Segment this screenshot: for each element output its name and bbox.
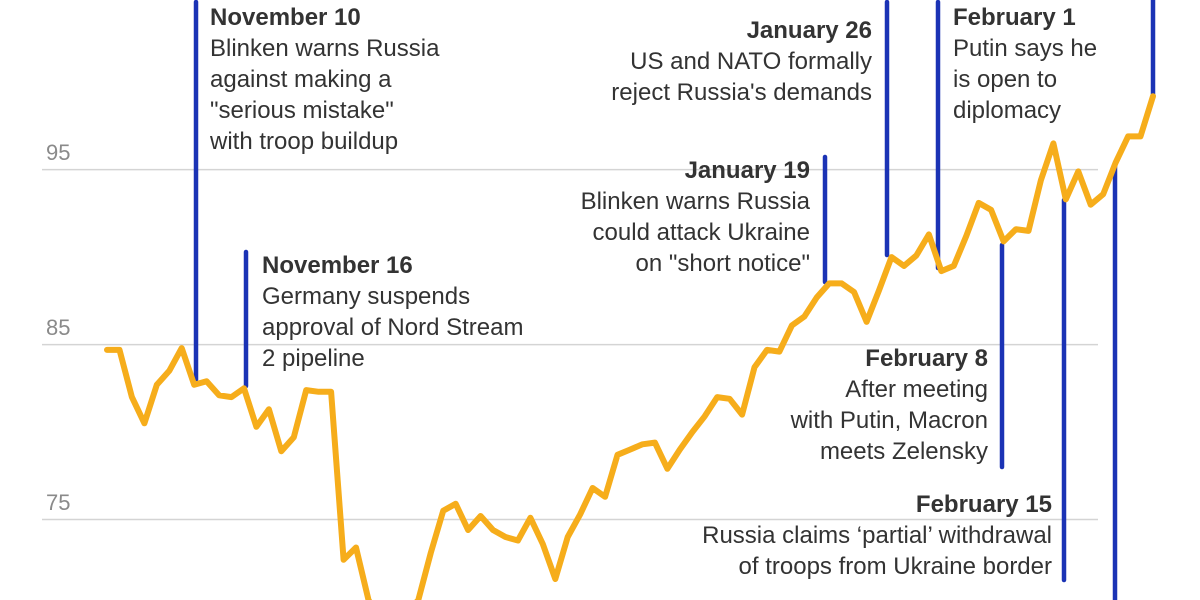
- annotation-text: against making a: [210, 66, 392, 93]
- annotation-text: reject Russia's demands: [611, 79, 872, 106]
- annotation-text: US and NATO formally: [630, 48, 872, 75]
- annotation-text: with troop buildup: [210, 128, 399, 155]
- annotation-text: with Putin, Macron: [790, 407, 988, 434]
- annotation-nov-16: November 16 Germany suspends approval of…: [262, 250, 523, 374]
- annotation-text: Blinken warns Russia: [210, 35, 440, 62]
- annotation-text: After meeting: [845, 376, 988, 403]
- annotation-feb-8: February 8 After meeting with Putin, Mac…: [791, 343, 988, 467]
- annotation-text: meets Zelensky: [819, 438, 988, 465]
- annotation-text: approval of Nord Stream: [262, 314, 524, 341]
- annotation-date: February 8: [865, 345, 988, 372]
- annotation-text: is open to: [953, 66, 1058, 93]
- y-tick-label: 85: [46, 315, 71, 340]
- annotation-text: Blinken warns Russia: [580, 188, 810, 215]
- annotation-text: Putin says he: [953, 35, 1098, 62]
- y-tick-label: 95: [46, 140, 71, 165]
- annotation-nov-10: November 10 Blinken warns Russia against…: [210, 2, 439, 157]
- annotation-text: on "short notice": [635, 250, 810, 277]
- annotation-feb-15: February 15 Russia claims ‘partial’ with…: [702, 489, 1052, 582]
- annotation-text: Russia claims ‘partial’ withdrawal: [702, 522, 1052, 549]
- annotation-text: could attack Ukraine: [592, 219, 810, 246]
- annotation-text: 2 pipeline: [262, 345, 365, 372]
- annotation-date: January 19: [684, 157, 810, 184]
- annotation-date: February 15: [915, 491, 1052, 518]
- y-tick-label: 75: [46, 490, 71, 515]
- annotation-text: of troops from Ukraine border: [738, 553, 1052, 580]
- annotation-date: January 26: [746, 17, 872, 44]
- annotation-jan-26: January 26 US and NATO formally reject R…: [611, 15, 872, 108]
- annotation-text: diplomacy: [953, 97, 1062, 124]
- annotation-date: February 1: [953, 4, 1076, 31]
- annotation-text: "serious mistake": [210, 97, 394, 124]
- annotation-text: Germany suspends: [262, 283, 471, 310]
- annotation-date: November 10: [210, 4, 361, 31]
- annotation-date: November 16: [262, 252, 413, 279]
- annotation-jan-19: January 19 Blinken warns Russia could at…: [581, 155, 810, 279]
- annotation-feb-1: February 1 Putin says he is open to dipl…: [953, 2, 1097, 126]
